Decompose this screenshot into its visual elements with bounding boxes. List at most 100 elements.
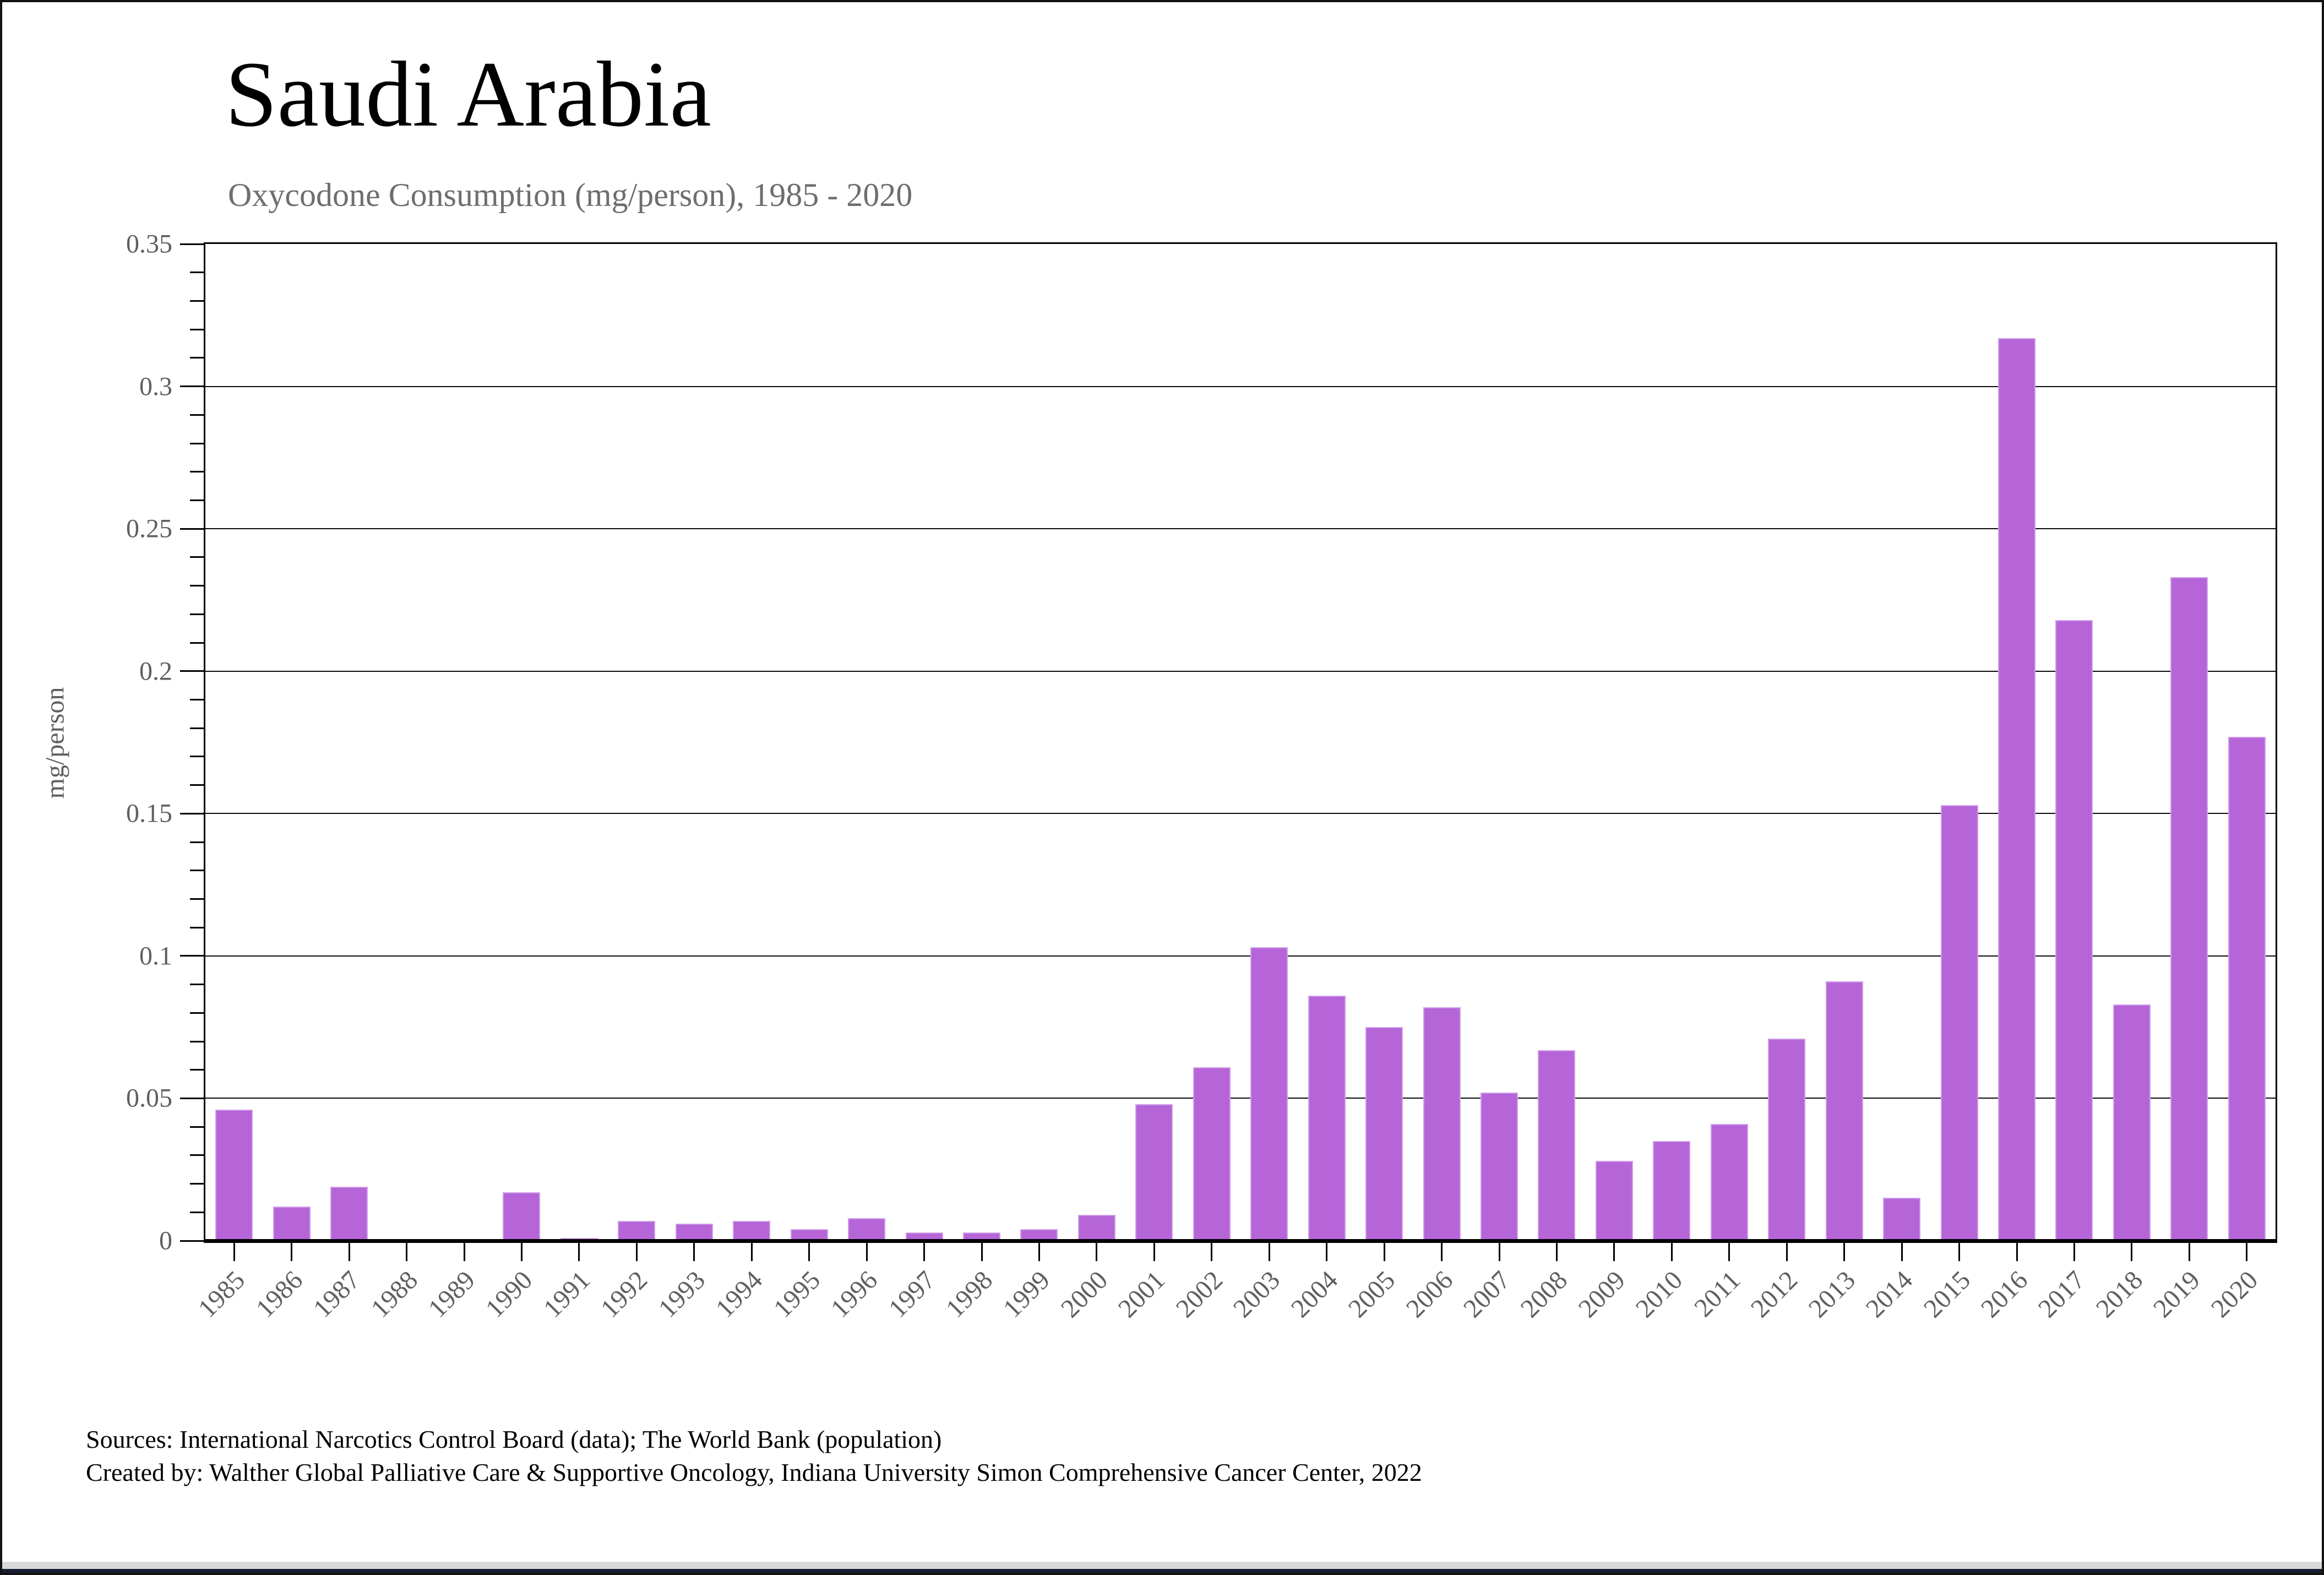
x-tick xyxy=(1555,1242,1558,1261)
x-tick xyxy=(2246,1242,2248,1261)
bar xyxy=(1940,805,1978,1241)
bar xyxy=(330,1186,368,1241)
bar xyxy=(2170,577,2208,1241)
y-minor-tick xyxy=(190,784,205,786)
bar xyxy=(215,1110,253,1241)
y-minor-tick xyxy=(190,471,205,473)
x-tick xyxy=(1728,1242,1730,1261)
x-tick xyxy=(1670,1242,1673,1261)
y-minor-tick xyxy=(190,271,205,274)
footer-credit-line: Created by: Walther Global Palliative Ca… xyxy=(86,1458,1422,1486)
x-tick xyxy=(1786,1242,1788,1261)
bar xyxy=(503,1192,541,1241)
bar xyxy=(790,1229,828,1241)
y-minor-tick xyxy=(190,300,205,302)
x-tick xyxy=(866,1242,868,1261)
y-minor-tick xyxy=(190,642,205,644)
x-tick xyxy=(693,1242,695,1261)
x-tick xyxy=(1038,1242,1040,1261)
x-tick xyxy=(2073,1242,2075,1261)
bar xyxy=(1710,1123,1748,1241)
bar xyxy=(848,1218,886,1241)
gridline xyxy=(205,955,2276,957)
y-minor-tick xyxy=(190,556,205,558)
page-title: Saudi Arabia xyxy=(225,42,711,146)
y-minor-tick xyxy=(190,1183,205,1185)
bar xyxy=(963,1232,1000,1241)
bar xyxy=(1998,338,2035,1241)
bar xyxy=(2228,736,2266,1241)
y-tick-label: 0.15 xyxy=(126,799,172,828)
bar xyxy=(618,1220,656,1241)
y-minor-tick xyxy=(190,1012,205,1014)
gridline xyxy=(205,670,2276,672)
y-tick xyxy=(180,1240,205,1242)
bar xyxy=(1423,1007,1461,1241)
bar xyxy=(1077,1215,1115,1241)
y-minor-tick xyxy=(190,841,205,843)
bar xyxy=(1135,1104,1173,1241)
y-tick xyxy=(180,243,205,245)
y-tick-label: 0.3 xyxy=(139,372,172,401)
bar xyxy=(1020,1229,1058,1241)
x-tick xyxy=(578,1242,580,1261)
y-tick-label: 0.25 xyxy=(126,514,172,544)
y-tick xyxy=(180,955,205,957)
y-minor-tick xyxy=(190,328,205,330)
x-tick xyxy=(348,1242,350,1261)
y-tick-label: 0.2 xyxy=(139,656,172,686)
bar xyxy=(905,1232,943,1241)
bar xyxy=(1481,1093,1518,1241)
gridline xyxy=(205,813,2276,814)
y-tick xyxy=(180,385,205,388)
footer: Sources: International Narcotics Control… xyxy=(86,1423,1422,1489)
y-tick-label: 0.1 xyxy=(139,941,172,971)
y-minor-tick xyxy=(190,357,205,359)
x-tick xyxy=(923,1242,926,1261)
x-tick xyxy=(520,1242,523,1261)
x-tick xyxy=(1153,1242,1155,1261)
y-axis-label: mg/person xyxy=(40,687,70,799)
bar xyxy=(1365,1027,1403,1241)
x-tick xyxy=(1901,1242,1903,1261)
bar xyxy=(1538,1050,1576,1241)
x-tick xyxy=(406,1242,408,1261)
bar xyxy=(1825,981,1863,1241)
y-minor-tick xyxy=(190,1211,205,1213)
bar xyxy=(1250,947,1288,1241)
x-tick xyxy=(463,1242,465,1261)
bar xyxy=(675,1223,713,1241)
y-tick-label: 0.05 xyxy=(126,1083,172,1113)
y-minor-tick xyxy=(190,1154,205,1156)
chart-subtitle: Oxycodone Consumption (mg/person), 1985 … xyxy=(228,177,913,213)
bar xyxy=(1653,1141,1691,1241)
plot-area: 0 0.05 0.1 0.15 0.2 0.25 0.3 0.35 1985 1986 1987 19… xyxy=(126,230,2277,1323)
x-tick xyxy=(291,1242,293,1261)
gridline xyxy=(205,1098,2276,1099)
x-tick xyxy=(1441,1242,1443,1261)
x-tick xyxy=(1498,1242,1500,1261)
x-tick xyxy=(1268,1242,1270,1261)
y-minor-tick xyxy=(190,442,205,444)
y-minor-tick xyxy=(190,984,205,986)
y-minor-tick xyxy=(190,727,205,729)
x-tick xyxy=(1843,1242,1846,1261)
x-tick xyxy=(1958,1242,1961,1261)
y-tick xyxy=(180,670,205,672)
y-minor-tick xyxy=(190,898,205,900)
bar xyxy=(1768,1038,1806,1241)
x-tick xyxy=(808,1242,810,1261)
y-minor-tick xyxy=(190,1126,205,1128)
y-tick-label: 0.35 xyxy=(126,229,172,259)
x-tick xyxy=(2131,1242,2133,1261)
y-tick-label: 0 xyxy=(159,1226,172,1256)
y-minor-tick xyxy=(190,926,205,928)
window-bottom-strip-dark xyxy=(2,1569,2322,1573)
x-tick xyxy=(635,1242,638,1261)
x-tick xyxy=(750,1242,753,1261)
gridline xyxy=(205,528,2276,530)
y-minor-tick xyxy=(190,499,205,501)
y-minor-tick xyxy=(190,414,205,416)
x-tick xyxy=(2188,1242,2190,1261)
